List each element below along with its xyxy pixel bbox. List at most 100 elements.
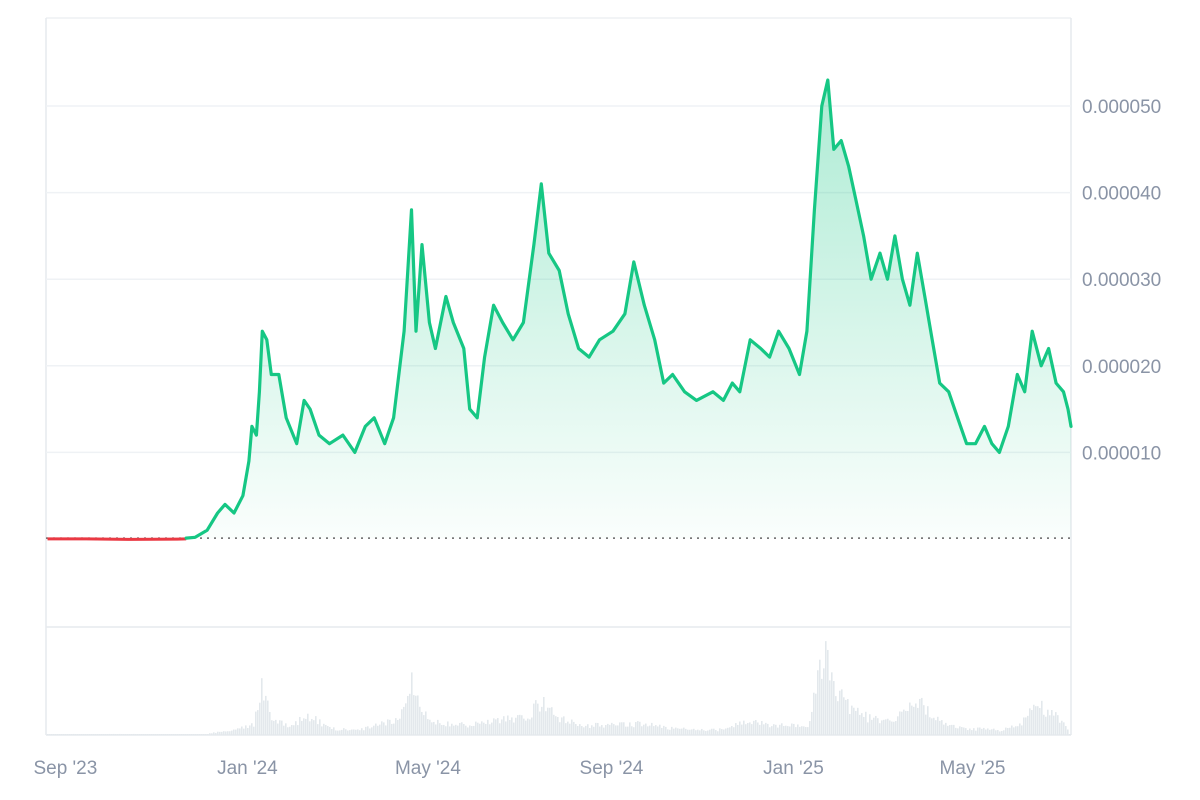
volume-bar (179, 734, 181, 735)
volume-bar (165, 734, 167, 735)
volume-bar (103, 734, 105, 735)
volume-bar (815, 693, 817, 735)
volume-bar (881, 720, 883, 735)
volume-bar (847, 699, 849, 735)
volume-bar (775, 724, 777, 735)
volume-bar (277, 723, 279, 735)
volume-bar (473, 725, 475, 735)
volume-bars (47, 641, 1071, 735)
volume-bar (157, 734, 159, 735)
volume-bar (969, 728, 971, 735)
price-line-down (47, 537, 187, 541)
volume-bar (193, 734, 195, 735)
volume-bar (785, 725, 787, 735)
volume-bar (1009, 727, 1011, 735)
volume-bar (913, 706, 915, 735)
volume-bar (835, 696, 837, 735)
volume-bar (373, 725, 375, 735)
volume-bar (113, 733, 115, 735)
volume-bar (627, 726, 629, 735)
volume-bar (347, 730, 349, 735)
volume-bar (659, 724, 661, 735)
volume-bar (561, 717, 563, 735)
volume-bar (511, 717, 513, 735)
volume-bar (819, 659, 821, 735)
volume-bar (249, 725, 251, 735)
volume-bar (593, 726, 595, 735)
volume-bar (451, 723, 453, 735)
x-axis-ticks: Sep '23 Jan '24 May '24 Sep '24 Jan '25 May '… (33, 758, 1005, 779)
volume-bar (447, 721, 449, 735)
volume-bar (749, 722, 751, 735)
volume-bar (247, 727, 249, 735)
volume-bar (1053, 715, 1055, 735)
volume-bar (255, 711, 257, 735)
volume-bar (55, 734, 57, 735)
volume-bar (797, 724, 799, 735)
volume-bar (257, 710, 259, 735)
volume-bar (607, 723, 609, 735)
volume-bar (647, 726, 649, 735)
volume-bar (49, 734, 51, 735)
volume-bar (105, 734, 107, 735)
volume-bar (243, 728, 245, 735)
volume-bar (505, 721, 507, 735)
volume-bar (569, 723, 571, 735)
volume-bar (527, 718, 529, 735)
volume-bar (551, 707, 553, 735)
volume-bar (69, 734, 71, 735)
volume-bar (615, 725, 617, 735)
volume-bar (665, 726, 667, 735)
volume-bar (305, 718, 307, 735)
price-line-up (184, 78, 1073, 540)
volume-bar (549, 707, 551, 735)
volume-bar (1019, 723, 1021, 735)
volume-bar (883, 719, 885, 735)
volume-bar (973, 728, 975, 735)
volume-bar (589, 728, 591, 735)
volume-bar (967, 730, 969, 735)
volume-bar (427, 719, 429, 735)
volume-bar (321, 726, 323, 735)
volume-bar (801, 726, 803, 735)
volume-bar (999, 731, 1001, 735)
volume-bar (439, 723, 441, 735)
volume-bar (959, 726, 961, 735)
volume-bar (355, 729, 357, 735)
volume-bar (619, 722, 621, 735)
volume-bar (721, 729, 723, 735)
volume-bar (507, 715, 509, 735)
volume-bar (541, 706, 543, 735)
y-tick-label: 0.000040 (1082, 184, 1161, 205)
volume-bar (187, 734, 189, 735)
volume-bar (1033, 704, 1035, 735)
volume-bar (435, 724, 437, 735)
volume-bar (397, 720, 399, 735)
volume-bar (685, 728, 687, 735)
volume-bar (747, 723, 749, 735)
volume-bar (339, 730, 341, 735)
volume-bar (667, 729, 669, 735)
volume-bar (181, 734, 183, 735)
volume-bar (65, 734, 67, 735)
volume-bar (149, 734, 151, 735)
volume-bar (855, 710, 857, 735)
volume-bar (763, 724, 765, 735)
volume-bar (605, 725, 607, 735)
volume-bar (311, 718, 313, 735)
volume-bar (75, 734, 77, 735)
volume-bar (453, 725, 455, 735)
volume-bar (893, 721, 895, 735)
volume-bar (97, 734, 99, 735)
volume-bar (519, 714, 521, 735)
volume-bar (265, 695, 267, 735)
volume-bar (547, 707, 549, 735)
volume-bar (783, 726, 785, 735)
volume-bar (1049, 715, 1051, 735)
volume-bar (601, 725, 603, 735)
volume-bar (737, 724, 739, 735)
volume-bar (287, 727, 289, 735)
volume-bar (145, 734, 147, 735)
volume-bar (1029, 708, 1031, 735)
volume-bar (367, 726, 369, 735)
